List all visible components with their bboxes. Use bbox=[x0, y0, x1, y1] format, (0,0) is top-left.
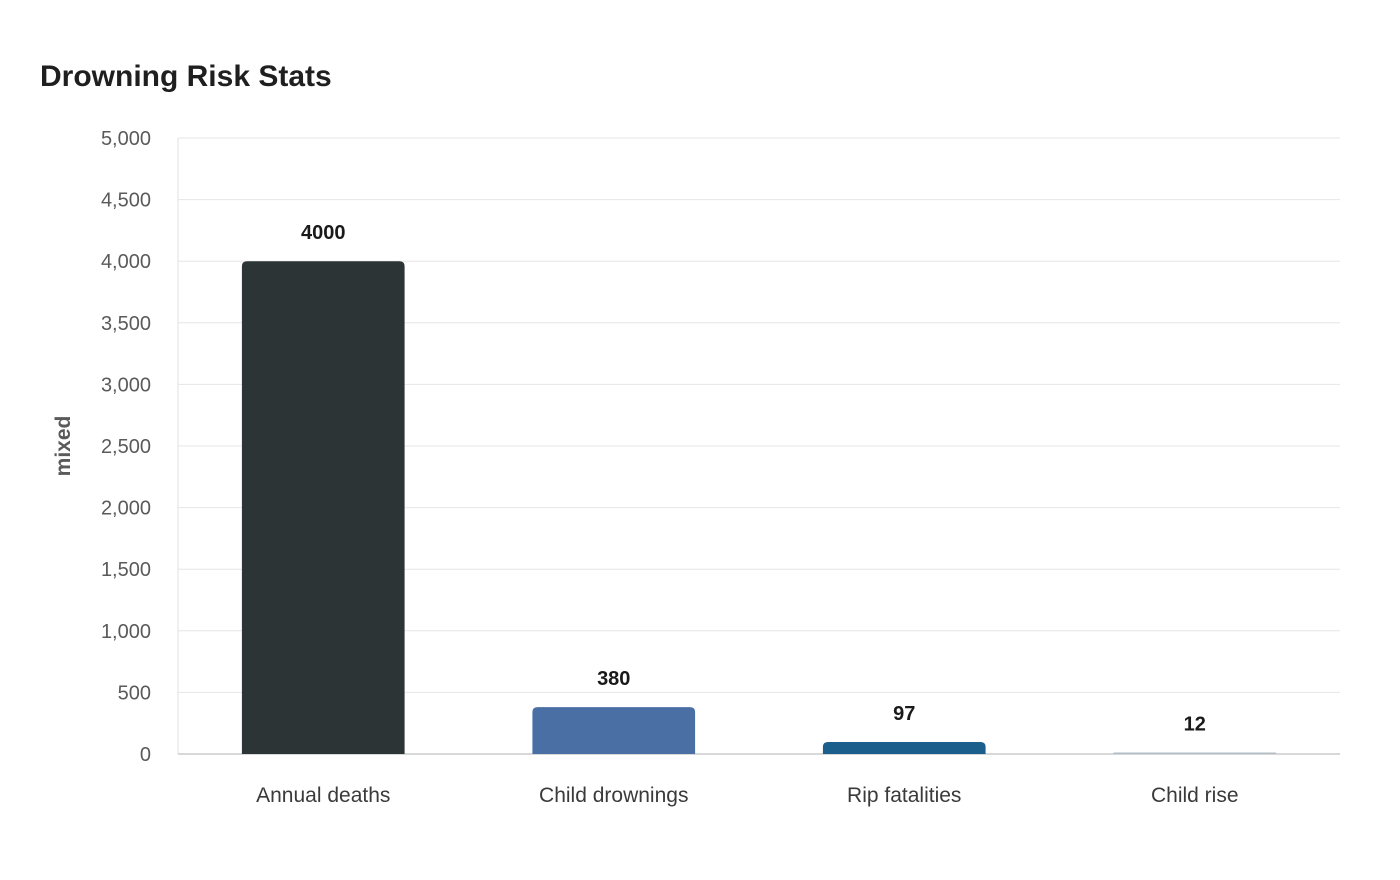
y-tick-label: 500 bbox=[118, 682, 151, 704]
y-tick-label: 2,500 bbox=[101, 436, 151, 458]
chart-title: Drowning Risk Stats bbox=[40, 60, 332, 93]
bar bbox=[532, 707, 696, 754]
bar bbox=[1113, 752, 1277, 754]
bar bbox=[241, 261, 405, 754]
y-tick-label: 5,000 bbox=[101, 128, 151, 150]
y-tick-label: 3,500 bbox=[101, 313, 151, 335]
bar bbox=[822, 742, 986, 754]
category-label: Child rise bbox=[1151, 784, 1239, 807]
y-tick-label: 3,000 bbox=[101, 374, 151, 396]
data-label: 12 bbox=[1184, 714, 1206, 736]
y-tick-label: 4,000 bbox=[101, 251, 151, 273]
y-axis-title: mixed bbox=[52, 416, 75, 477]
y-tick-label: 2,000 bbox=[101, 498, 151, 520]
category-label: Rip fatalities bbox=[847, 784, 961, 807]
bars bbox=[241, 261, 1277, 754]
category-label: Child drownings bbox=[539, 784, 688, 807]
y-tick-label: 1,000 bbox=[101, 621, 151, 643]
data-label: 380 bbox=[597, 668, 630, 690]
y-tick-label: 0 bbox=[140, 744, 151, 766]
data-label: 4000 bbox=[301, 222, 346, 244]
y-tick-label: 1,500 bbox=[101, 559, 151, 581]
data-label: 97 bbox=[893, 703, 915, 725]
data-labels: 4000 380 97 12 bbox=[301, 222, 1206, 735]
category-labels: Annual deaths Child drownings Rip fataliti… bbox=[256, 784, 1238, 807]
y-tick-label: 4,500 bbox=[101, 190, 151, 212]
category-label: Annual deaths bbox=[256, 784, 390, 807]
y-axis-ticks: 0 500 1,000 1,500 2,000 2,500 3,000 3,500 4,000 4… bbox=[101, 128, 151, 766]
